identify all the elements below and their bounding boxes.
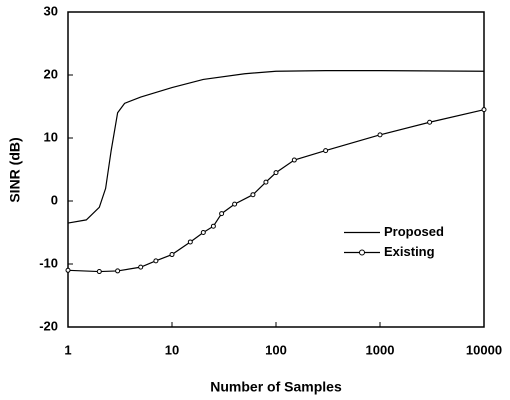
y-tick-label: 10 bbox=[44, 129, 58, 144]
data-point bbox=[263, 179, 269, 185]
data-point bbox=[210, 223, 216, 229]
x-tick-label: 10000 bbox=[466, 342, 502, 357]
data-point bbox=[250, 192, 256, 198]
data-point bbox=[219, 211, 225, 217]
data-point bbox=[232, 201, 238, 207]
series-line bbox=[67, 69, 485, 224]
data-point bbox=[200, 230, 206, 235]
y-tick-label: 20 bbox=[44, 66, 58, 81]
data-point bbox=[153, 258, 159, 264]
data-point bbox=[187, 239, 193, 245]
plot-frame bbox=[67, 11, 485, 328]
y-tick-label: -20 bbox=[39, 318, 58, 333]
x-tick-label: 1 bbox=[64, 342, 71, 357]
x-tick-label: 100 bbox=[265, 342, 287, 357]
data-point bbox=[65, 267, 71, 273]
legend-label: Existing bbox=[384, 244, 435, 259]
y-tick-label: 30 bbox=[44, 3, 58, 18]
data-point bbox=[273, 170, 279, 176]
legend-marker bbox=[359, 249, 365, 256]
y-tick-label: 0 bbox=[51, 192, 58, 207]
data-point bbox=[377, 132, 383, 138]
data-point bbox=[169, 252, 175, 258]
data-point bbox=[96, 269, 102, 275]
y-axis-title: SINR (dB) bbox=[7, 137, 23, 202]
data-point bbox=[138, 264, 144, 270]
x-axis-title: Number of Samples bbox=[210, 379, 342, 395]
data-point bbox=[115, 268, 121, 274]
data-point bbox=[323, 148, 329, 154]
x-tick-label: 10 bbox=[165, 342, 179, 357]
data-point bbox=[427, 119, 433, 125]
data-point bbox=[291, 157, 297, 163]
data-point bbox=[481, 107, 487, 113]
x-tick-label: 1000 bbox=[366, 342, 395, 357]
y-tick-label: -10 bbox=[39, 255, 58, 270]
legend-label: Proposed bbox=[384, 224, 444, 239]
